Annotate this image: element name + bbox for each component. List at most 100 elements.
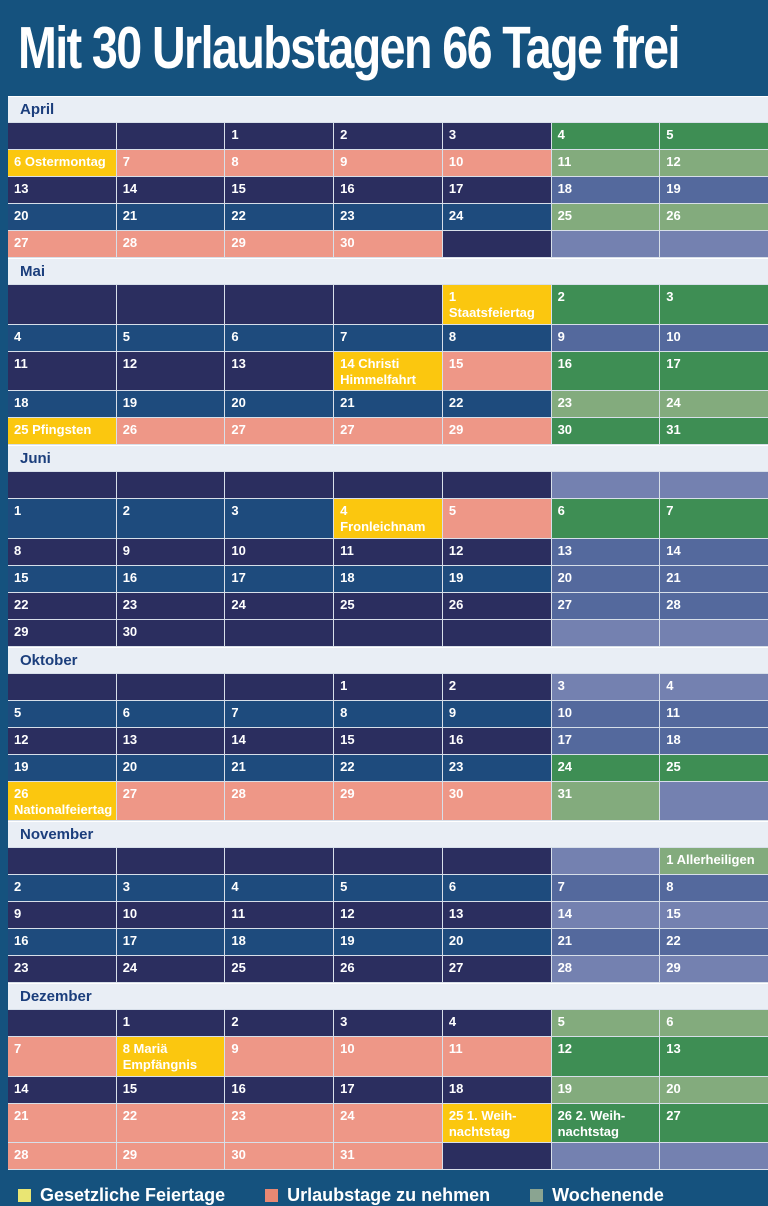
day-cell: 25 1. Weih- nachtstag [442,1103,551,1142]
day-cell: 14 [660,538,768,565]
day-cell: 27 [116,781,225,820]
month-section: Oktober 1 2 3 4 5 6 7 8 9 10 11 12 13 14 15 16 17 18 19 20 21… [8,646,768,821]
month-label: Mai [8,258,768,284]
empty-cell [442,619,551,646]
day-cell: 27 [225,418,334,444]
day-cell: 6 [551,499,660,538]
day-cell: 6 [225,324,334,351]
day-cell: 24 [116,956,225,982]
day-cell: 1 [8,499,116,538]
day-cell: 22 [660,929,768,955]
day-cell: 8 [442,324,551,351]
day-cell: 13 [551,538,660,565]
day-cell: 3 [442,123,551,149]
empty-cell [8,1010,116,1036]
day-cell: 4 [8,324,116,351]
day-cell: 10 [551,700,660,727]
month-label: Juni [8,445,768,471]
empty-cell [116,285,225,324]
day-cell: 20 [8,204,116,230]
legend-label: Gesetzliche Feiertage [40,1185,226,1205]
day-cell: 8 [8,538,116,565]
day-cell: 20 [551,565,660,592]
day-cell: 14 [551,902,660,928]
day-cell: 27 [551,592,660,619]
empty-cell [116,123,225,149]
day-cell: 2 [225,1010,334,1036]
empty-cell [116,673,225,700]
day-cell: 28 [116,231,225,257]
legend-item: Urlaubstage zu nehmen [265,1185,490,1206]
day-cell: 20 [660,1076,768,1103]
day-cell: 31 [551,781,660,820]
empty-cell [442,231,551,257]
empty-cell [442,848,551,874]
empty-cell [551,848,660,874]
day-cell: 14 [116,177,225,203]
day-cell: 29 [8,619,116,646]
day-cell: 16 [442,727,551,754]
day-cell: 19 [8,754,116,781]
day-cell: 7 [334,324,442,351]
day-cell: 17 [551,727,660,754]
empty-cell [660,231,768,257]
day-cell: 23 [8,956,116,982]
day-cell: 15 [8,565,116,592]
months-container: April 1 2 3 4 5 6 Ostermontag 7 8 9 10 11 12 13 14 15 16… [0,96,768,1170]
day-cell: 1 [334,673,442,700]
day-cell: 5 [334,875,442,901]
empty-cell [8,285,116,324]
day-cell: 13 [225,351,334,390]
day-cell: 29 [334,781,442,820]
day-cell: 28 [660,592,768,619]
day-cell: 25 [334,592,442,619]
day-cell: 8 [225,150,334,176]
day-cell: 22 [334,754,442,781]
day-cell: 2 [8,875,116,901]
day-cell: 4 [551,123,660,149]
day-cell: 15 [442,351,551,390]
month-grid: 1 Staatsfeiertag 2 3 4 5 6 7 8 9 10 11 12 13 14 Chris… [8,284,768,445]
month-section: November 1 Allerheiligen 2 3 4 5 6 7 8 9 10 11 12 13 1… [8,821,768,983]
empty-cell [660,781,768,820]
day-cell: 25 Pfingsten [8,418,116,444]
day-cell: 4 Fronleichnam [334,499,442,538]
day-cell: 24 [442,204,551,230]
day-cell: 29 [225,231,334,257]
day-cell: 30 [225,1143,334,1169]
day-cell: 22 [8,592,116,619]
day-cell: 4 [225,875,334,901]
empty-cell [660,1143,768,1169]
day-cell: 21 [551,929,660,955]
day-cell: 22 [442,391,551,417]
day-cell: 6 [442,875,551,901]
day-cell: 8 [334,700,442,727]
day-cell: 6 [660,1010,768,1036]
day-cell: 17 [442,177,551,203]
day-cell: 20 [225,391,334,417]
day-cell: 28 [225,781,334,820]
day-cell: 9 [551,324,660,351]
day-cell: 17 [116,929,225,955]
day-cell: 5 [442,499,551,538]
month-label: Oktober [8,646,768,673]
day-cell: 18 [8,391,116,417]
empty-cell [334,285,442,324]
day-cell: 24 [334,1103,442,1142]
month-label: November [8,821,768,847]
day-cell: 26 [116,418,225,444]
day-cell: 24 [660,391,768,417]
day-cell: 3 [660,285,768,324]
day-cell: 11 [660,700,768,727]
empty-cell [8,848,116,874]
day-cell: 11 [225,902,334,928]
day-cell: 17 [225,565,334,592]
day-cell: 26 [660,204,768,230]
day-cell: 11 [551,150,660,176]
day-cell: 12 [442,538,551,565]
empty-cell [116,472,225,498]
legend-swatch [530,1189,544,1202]
day-cell: 9 [334,150,442,176]
